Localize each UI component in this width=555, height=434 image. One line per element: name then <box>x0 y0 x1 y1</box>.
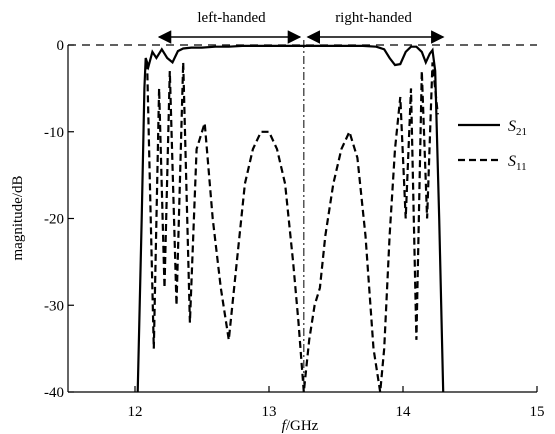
y-tick-label: -40 <box>44 385 64 401</box>
legend-label-s21: S21 <box>508 118 527 138</box>
y-tick-label: -20 <box>44 212 64 228</box>
x-tick-label: 12 <box>128 404 143 420</box>
right-handed-label: right-handed <box>335 10 412 26</box>
y-tick-label: 0 <box>57 38 65 54</box>
y-tick-label: -10 <box>44 125 64 141</box>
series-line-s11 <box>146 62 439 393</box>
y-ticks: 0 -10 -20 -30 -40 <box>44 38 74 401</box>
y-tick-label: -30 <box>44 298 64 314</box>
x-axis-title: f/GHz <box>282 418 319 434</box>
x-ticks: 12 13 14 15 <box>128 386 545 420</box>
x-tick-label: 14 <box>396 404 412 420</box>
legend: S21 S11 <box>458 118 527 173</box>
y-axis-title: magnitude/dB <box>10 176 26 261</box>
left-handed-label: left-handed <box>197 10 266 26</box>
legend-label-s11: S11 <box>508 153 527 173</box>
x-tick-label: 13 <box>262 404 277 420</box>
x-tick-label: 15 <box>530 404 545 420</box>
series-line-s21 <box>136 44 445 393</box>
